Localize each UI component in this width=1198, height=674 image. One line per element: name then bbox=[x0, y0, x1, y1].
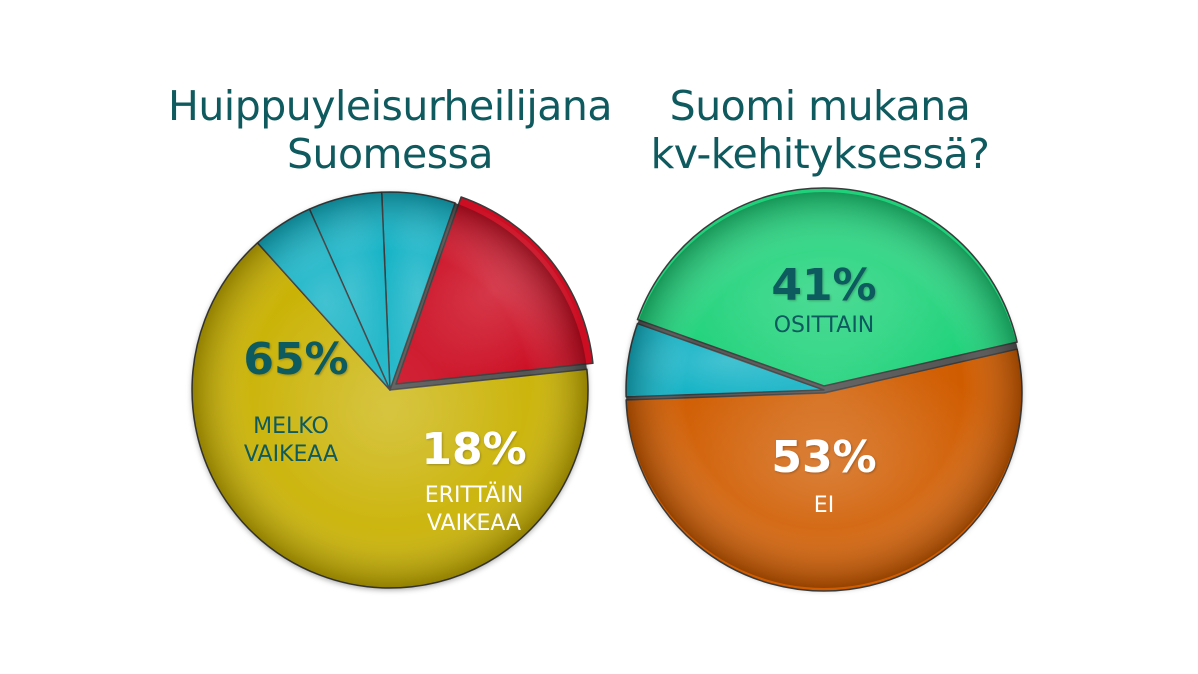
right-pie-shading bbox=[626, 192, 1022, 588]
right-chart-title-line-1: Suomi mukana bbox=[669, 82, 971, 130]
right-chart-title-line-2: kv-kehityksessä? bbox=[650, 130, 990, 178]
right-pie-chart: 53% EI 41%OSITTAIN bbox=[625, 187, 1023, 592]
left-pie-shading bbox=[192, 192, 588, 588]
left-slice-percent-label-0: 65% bbox=[243, 334, 348, 385]
left-chart-title-line-1: Huippuyleisurheilijana bbox=[167, 82, 613, 130]
left-slice-percent-label-1: 18% bbox=[421, 424, 526, 475]
left-chart-title: Huippuyleisurheilijana Suomessa bbox=[130, 82, 650, 178]
left-slice-category-label-1-0: ERITTÄIN bbox=[425, 482, 523, 508]
left-slice-category-label-0-1: VAIKEAA bbox=[244, 442, 338, 467]
left-chart-title-line-2: Suomessa bbox=[286, 130, 494, 178]
left-slice-category-label-0-0: MELKO bbox=[253, 414, 329, 439]
right-slice-percent-label-0: 53% bbox=[771, 432, 876, 483]
right-slice-category-label-1-0: OSITTAIN bbox=[774, 313, 875, 338]
right-slice-category-label-0-0: EI bbox=[814, 493, 834, 518]
left-slice-category-label-1-1: VAIKEAA bbox=[427, 511, 521, 536]
left-pie-chart: 65% MELKO VAIKEAA 18% ERITTÄIN VAIKEAA bbox=[191, 191, 594, 589]
right-chart-title: Suomi mukana kv-kehityksessä? bbox=[595, 82, 1045, 178]
right-slice-percent-label-1: 41% bbox=[771, 260, 876, 311]
